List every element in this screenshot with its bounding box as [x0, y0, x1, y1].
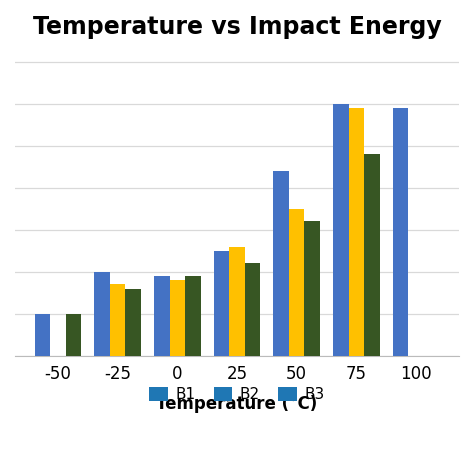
Bar [214, 251, 229, 356]
Bar [185, 276, 201, 356]
X-axis label: Temperature (°C): Temperature (°C) [156, 394, 318, 412]
Bar [110, 284, 126, 356]
Bar [154, 276, 170, 356]
Bar [229, 246, 245, 356]
Bar [333, 104, 348, 356]
Bar [273, 171, 289, 356]
Bar [245, 264, 260, 356]
Bar [126, 289, 141, 356]
Bar [35, 314, 50, 356]
Bar [348, 108, 364, 356]
Bar [289, 209, 304, 356]
Bar [364, 154, 380, 356]
Bar [94, 272, 110, 356]
Title: Temperature vs Impact Energy: Temperature vs Impact Energy [33, 15, 441, 39]
Legend: B1, B2, B3: B1, B2, B3 [143, 381, 331, 409]
Bar [66, 314, 81, 356]
Bar [304, 221, 320, 356]
Bar [393, 108, 408, 356]
Bar [170, 280, 185, 356]
